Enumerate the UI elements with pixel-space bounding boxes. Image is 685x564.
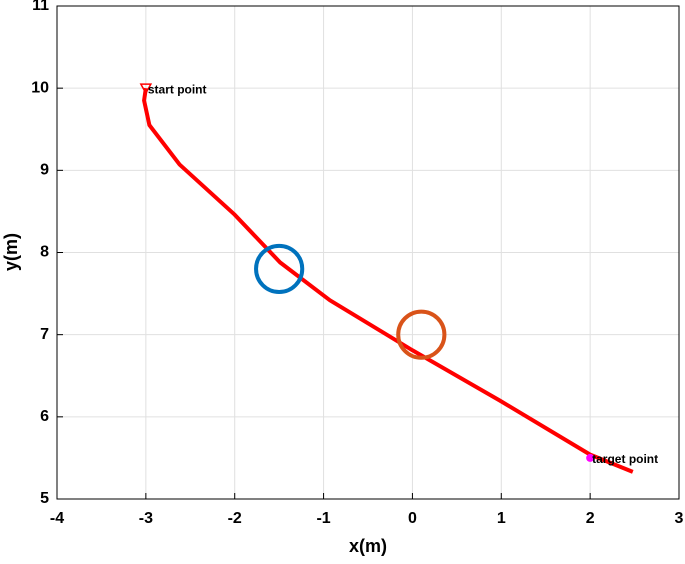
obstacle xyxy=(254,243,305,295)
x-tick-label: 1 xyxy=(497,510,506,527)
y-tick-label: 9 xyxy=(40,162,49,179)
x-tick-label: 3 xyxy=(675,510,684,527)
y-axis-label: y(m) xyxy=(1,233,21,271)
x-tick-label: 0 xyxy=(408,510,417,527)
x-tick-label: -2 xyxy=(228,510,242,527)
x-tick-label: 2 xyxy=(586,510,595,527)
y-tick-label: 6 xyxy=(40,408,49,425)
start-marker xyxy=(139,83,153,95)
x-axis-label: x(m) xyxy=(349,536,387,556)
y-tick-label: 11 xyxy=(32,0,49,14)
y-tick-label: 7 xyxy=(40,326,49,343)
y-tick-label: 5 xyxy=(40,490,49,507)
x-tick-label: -4 xyxy=(50,510,64,527)
obstacle xyxy=(396,309,447,360)
x-tick-label: -1 xyxy=(316,510,330,527)
y-tick-label: 8 xyxy=(40,244,49,261)
point-label: start point xyxy=(148,82,207,96)
x-tick-label: -3 xyxy=(139,510,153,527)
point-label: target point xyxy=(592,452,658,466)
y-tick-label: 10 xyxy=(31,79,49,96)
target-marker xyxy=(586,453,595,462)
trajectory xyxy=(142,87,634,474)
plot-frame xyxy=(56,5,680,500)
